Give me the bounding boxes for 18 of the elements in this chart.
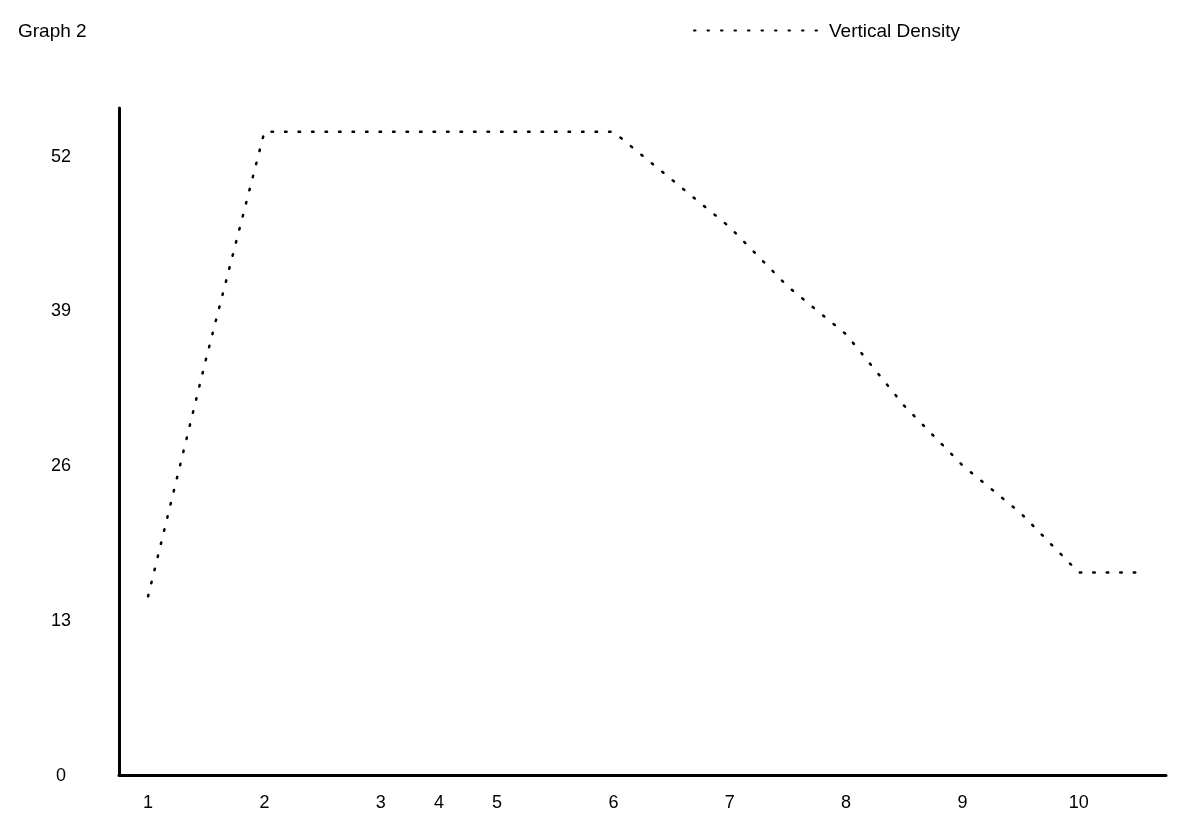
- y-tick-label: 26: [50, 455, 72, 476]
- x-tick-label: 10: [1068, 792, 1089, 812]
- text: Vertical Density: [829, 20, 961, 41]
- y-tick-label: 39: [50, 300, 72, 321]
- x-tick-label: 2: [259, 792, 270, 812]
- x-tick-label: 5: [492, 792, 503, 812]
- x-tick-label: 4: [433, 792, 444, 812]
- x-tick-label: 3: [375, 792, 386, 812]
- x-tick-label: 8: [841, 792, 852, 812]
- x-tick-label: 6: [608, 792, 619, 812]
- y-tick-label: 52: [50, 145, 72, 166]
- x-tick-label: 7: [724, 792, 735, 812]
- y-tick-label: 0: [55, 765, 67, 785]
- x-tick-label: 9: [957, 792, 968, 812]
- y-tick-label: 13: [50, 610, 72, 631]
- line-series: [146, 130, 1139, 598]
- x-tick-label: 1: [143, 792, 154, 812]
- chart-title: Graph 2: [18, 20, 87, 41]
